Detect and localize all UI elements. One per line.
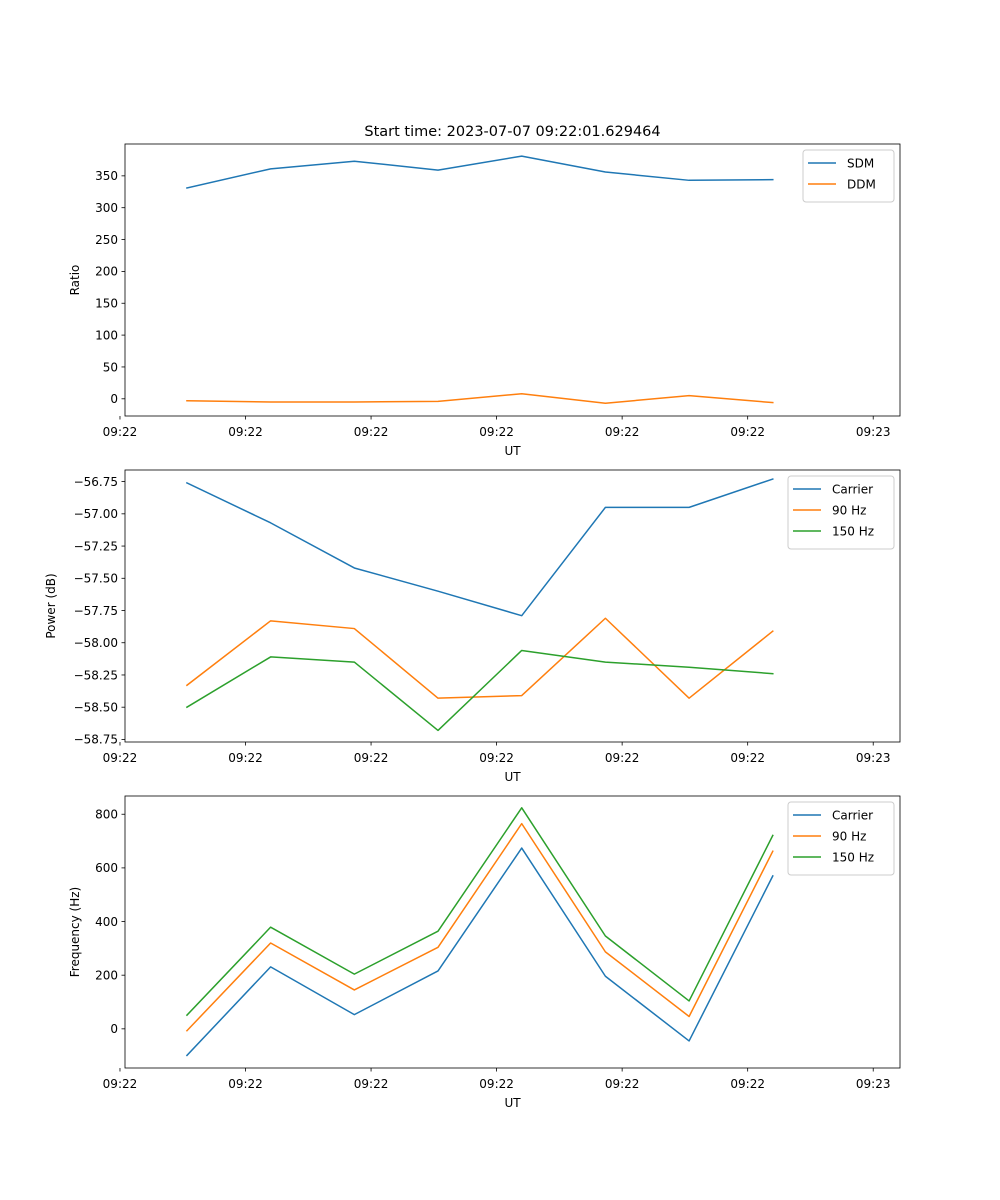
power-x-tick-label: 09:22 <box>354 751 389 765</box>
frequency-x-tick-label: 09:23 <box>856 1077 891 1091</box>
power-panel: 09:22 09:22 09:22 09:22 09:22 09:22 09:23 −56.7… <box>44 469 901 784</box>
power-y-tick-label: −57.25 <box>74 539 118 553</box>
ratio-legend-label-ddm: DDM <box>847 177 876 191</box>
power-legend: Carrier 90 Hz 150 Hz <box>787 475 895 550</box>
frequency-x-tick-label: 09:22 <box>354 1077 389 1091</box>
ratio-y-tick-label: 350 <box>95 169 118 183</box>
ratio-x-tick-label: 09:22 <box>605 425 640 439</box>
ratio-y-axis-label: Ratio <box>68 265 82 296</box>
frequency-y-tick-label: 600 <box>95 861 118 875</box>
ratio-legend: SDM DDM <box>802 149 895 203</box>
power-y-tick-label: −57.00 <box>74 507 118 521</box>
frequency-legend-label-carrier: Carrier <box>832 808 873 822</box>
power-x-tick-label: 09:23 <box>856 751 891 765</box>
frequency-y-tick-label: 800 <box>95 808 118 822</box>
ratio-x-tick-label: 09:22 <box>228 425 263 439</box>
frequency-legend-label-150-hz: 150 Hz <box>832 850 874 864</box>
ratio-y-tick-label: 100 <box>95 328 118 342</box>
power-y-tick-label: −58.25 <box>74 668 118 682</box>
ratio-series-sdm-line <box>186 155 774 189</box>
power-series-carrier-line <box>185 478 774 617</box>
frequency-x-tick-label: 09:22 <box>605 1077 640 1091</box>
ratio-panel: 09:22 09:22 09:22 09:22 09:22 09:22 09:23 0 50 10… <box>68 143 901 458</box>
frequency-series-carrier-line <box>185 847 774 1057</box>
power-series-150-hz-line <box>185 649 774 732</box>
frequency-x-tick-label: 09:22 <box>228 1077 263 1091</box>
frequency-x-tick-label: 09:22 <box>730 1077 765 1091</box>
ratio-y-tick-label: 300 <box>95 201 118 215</box>
frequency-y-tick-label: 0 <box>110 1022 118 1036</box>
ratio-y-tick-label: 50 <box>103 360 118 374</box>
ratio-y-tick-label: 200 <box>95 265 118 279</box>
power-y-tick-label: −58.50 <box>74 700 118 714</box>
power-y-tick-label: −58.75 <box>74 733 118 747</box>
frequency-x-tick-label: 09:22 <box>479 1077 514 1091</box>
ratio-series-ddm-line <box>186 392 774 405</box>
power-legend-label-carrier: Carrier <box>832 482 873 496</box>
ratio-x-tick-label: 09:22 <box>730 425 765 439</box>
power-y-tick-label: −57.75 <box>74 604 118 618</box>
frequency-y-axis-label: Frequency (Hz) <box>68 887 82 978</box>
frequency-y-tick-label: 200 <box>95 968 118 982</box>
ratio-x-tick-label: 09:22 <box>103 425 138 439</box>
power-legend-label-90-hz: 90 Hz <box>832 503 866 517</box>
ratio-axes-frame <box>124 143 901 417</box>
ratio-legend-label-sdm: SDM <box>847 156 874 170</box>
ratio-x-axis-label: UT <box>504 444 521 458</box>
ratio-x-tick-label: 09:22 <box>354 425 389 439</box>
power-x-tick-label: 09:22 <box>228 751 263 765</box>
power-x-axis-label: UT <box>504 770 521 784</box>
frequency-legend: Carrier 90 Hz 150 Hz <box>787 801 895 876</box>
power-x-tick-label: 09:22 <box>605 751 640 765</box>
power-series-90-hz-line <box>185 617 774 699</box>
chart-title: Start time: 2023-07-07 09:22:01.629464 <box>364 124 660 140</box>
ratio-x-tick-label: 09:22 <box>479 425 514 439</box>
power-y-tick-label: −57.50 <box>74 572 118 586</box>
frequency-legend-label-90-hz: 90 Hz <box>832 829 866 843</box>
power-axes-frame <box>124 469 901 743</box>
power-x-tick-label: 09:22 <box>730 751 765 765</box>
frequency-panel: 09:22 09:22 09:22 09:22 09:22 09:22 09:23 0 200 4… <box>68 795 901 1110</box>
power-x-tick-label: 09:22 <box>479 751 514 765</box>
frequency-axes-frame <box>124 795 901 1069</box>
power-y-tick-label: −58.00 <box>74 636 118 650</box>
power-x-tick-label: 09:22 <box>103 751 138 765</box>
ratio-y-tick-label: 150 <box>95 297 118 311</box>
frequency-x-tick-label: 09:22 <box>103 1077 138 1091</box>
ratio-y-tick-label: 250 <box>95 233 118 247</box>
power-y-tick-label: −56.75 <box>74 475 118 489</box>
frequency-series-150-hz-line <box>185 807 774 1017</box>
power-y-axis-label: Power (dB) <box>44 573 58 638</box>
ratio-y-tick-label: 0 <box>110 392 118 406</box>
frequency-x-axis-label: UT <box>504 1096 521 1110</box>
frequency-y-tick-label: 400 <box>95 915 118 929</box>
frequency-series-90-hz-line <box>185 822 774 1032</box>
ratio-x-tick-label: 09:23 <box>856 425 891 439</box>
power-legend-label-150-hz: 150 Hz <box>832 524 874 538</box>
